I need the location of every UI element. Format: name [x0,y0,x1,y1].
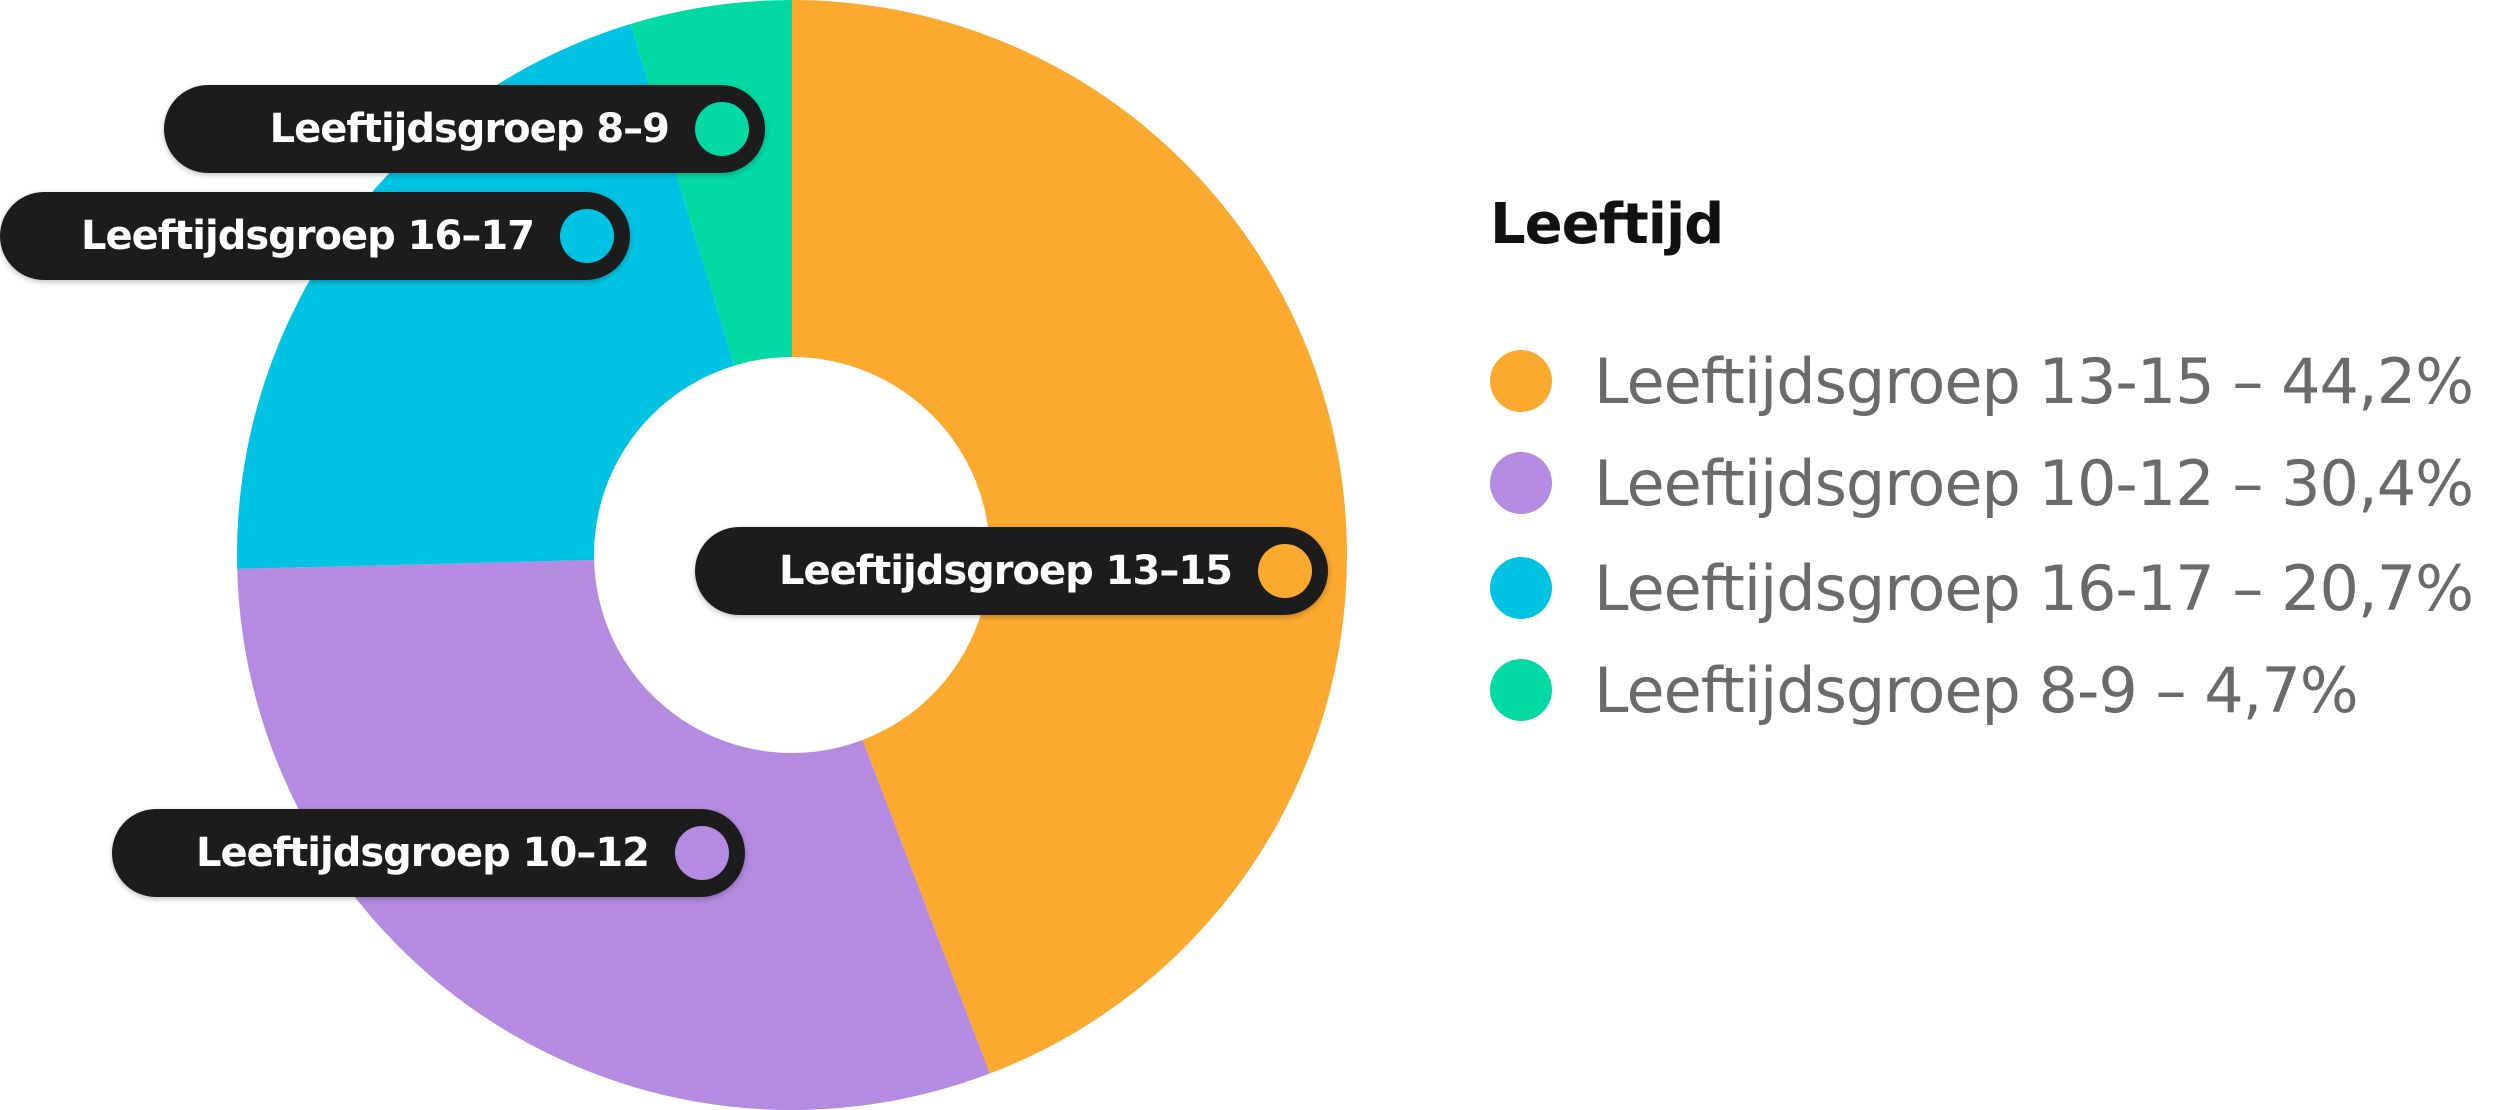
label-16-17: Leeftijdsgroep 16–17 [0,192,630,280]
label-text: Leeftijdsgroep 10–12 [196,830,650,876]
legend-text: Leeftijdsgroep 16-17 – 20,7% [1594,551,2474,625]
legend-text: Leeftijdsgroep 10-12 – 30,4% [1594,446,2474,520]
legend-title: Leeftijd [1490,192,1724,257]
legend-text: Leeftijdsgroep 13-15 – 44,2% [1594,344,2474,418]
label-13-15: Leeftijdsgroep 13–15 [695,527,1328,615]
color-dot-icon [560,209,614,263]
color-dot-icon [675,826,729,880]
legend-dot-icon [1490,452,1552,514]
legend-item-13-15: Leeftijdsgroep 13-15 – 44,2% [1490,341,2474,421]
legend-dot-icon [1490,557,1552,619]
legend-item-8-9: Leeftijdsgroep 8-9 – 4,7% [1490,650,2359,730]
legend-text: Leeftijdsgroep 8-9 – 4,7% [1594,653,2359,727]
label-8-9: Leeftijdsgroep 8–9 [164,85,765,173]
legend-dot-icon [1490,350,1552,412]
legend-item-16-17: Leeftijdsgroep 16-17 – 20,7% [1490,548,2474,628]
label-text: Leeftijdsgroep 16–17 [81,213,535,259]
color-dot-icon [1258,544,1312,598]
label-text: Leeftijdsgroep 8–9 [269,106,670,152]
label-text: Leeftijdsgroep 13–15 [779,548,1233,594]
legend-dot-icon [1490,659,1552,721]
color-dot-icon [695,102,749,156]
legend-item-10-12: Leeftijdsgroep 10-12 – 30,4% [1490,443,2474,523]
label-10-12: Leeftijdsgroep 10–12 [112,809,745,897]
